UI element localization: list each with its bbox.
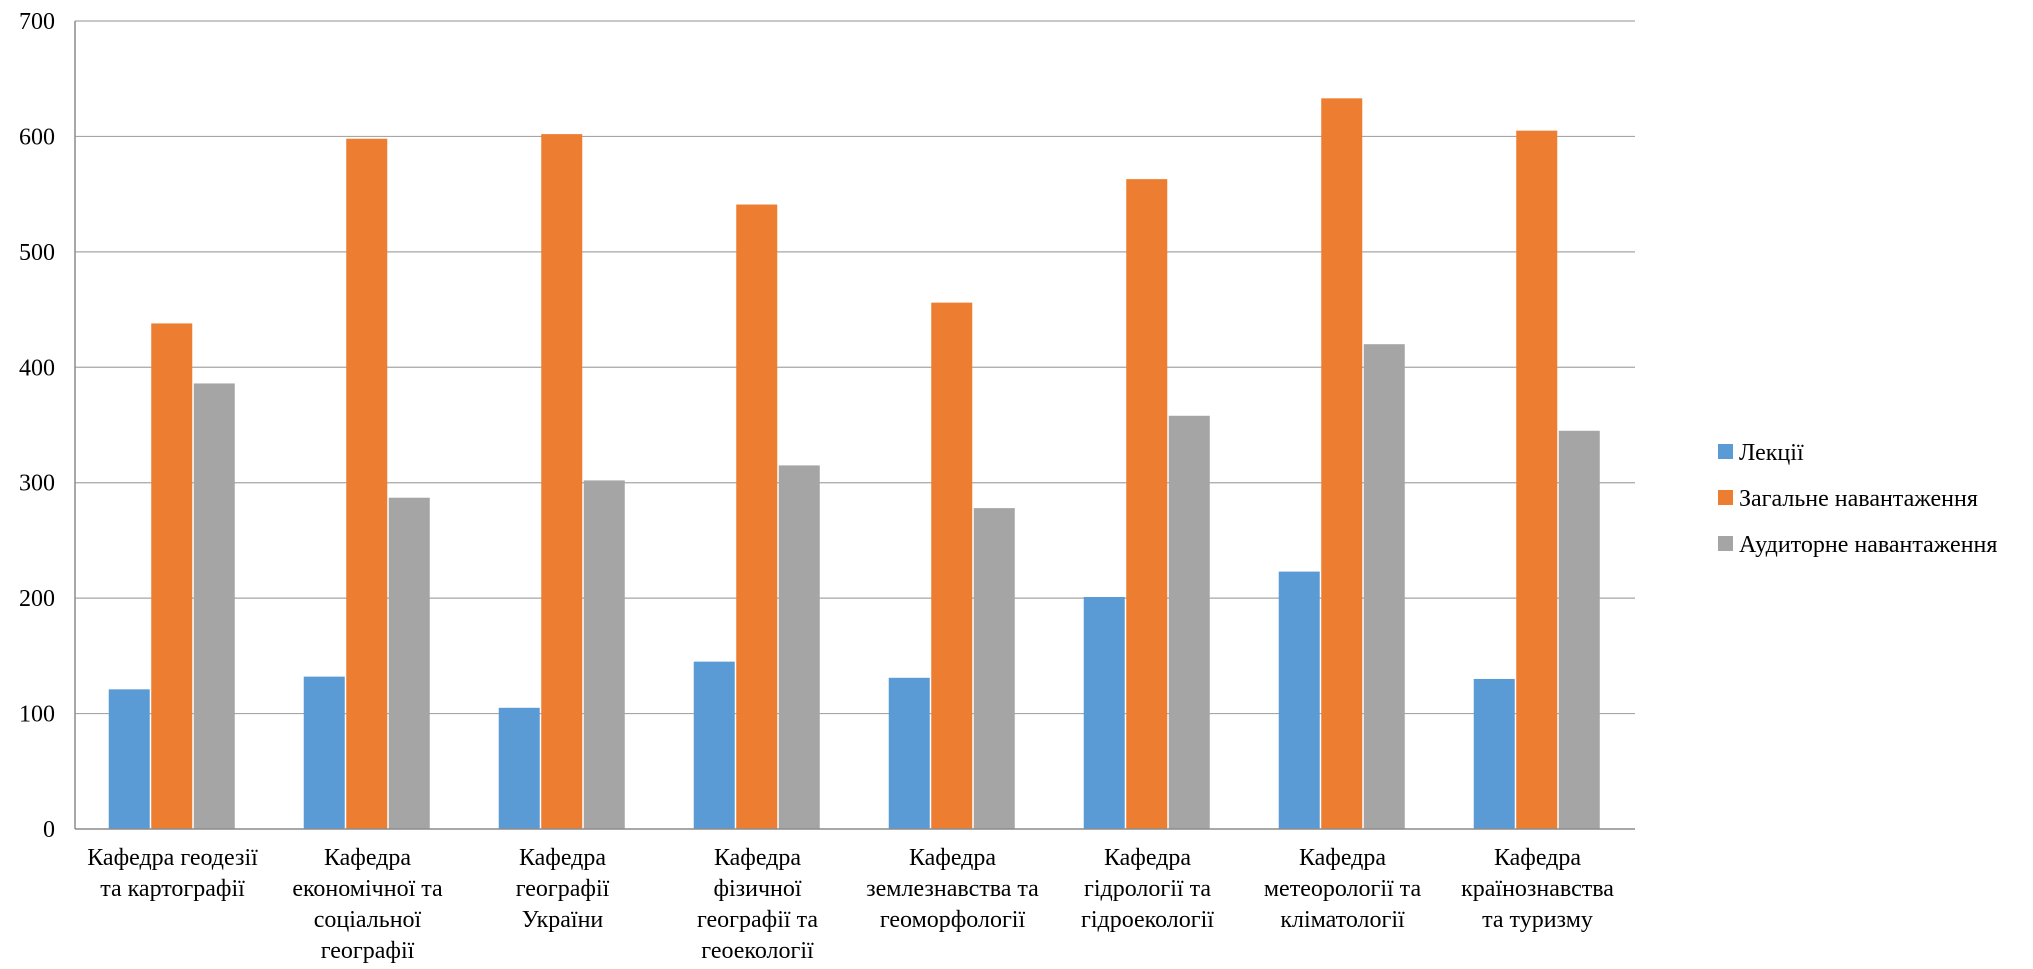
x-category-label-line: країнознавства bbox=[1461, 876, 1614, 902]
y-tick-label: 300 bbox=[19, 471, 55, 497]
bar-classroom-load-5 bbox=[1168, 415, 1210, 829]
x-category-label-line: соціальної bbox=[314, 907, 422, 933]
bar-total-load-5 bbox=[1126, 179, 1168, 829]
bar-total-load-7 bbox=[1516, 130, 1558, 829]
bar-classroom-load-0 bbox=[193, 383, 235, 829]
y-tick-label: 600 bbox=[19, 124, 55, 150]
x-category-label: Кафедра географії України bbox=[516, 845, 610, 933]
x-category-label-line: гідроекології bbox=[1081, 907, 1214, 933]
x-category-label-line: Кафедра геодезії bbox=[87, 845, 258, 871]
x-category-label-line: землезнавства та bbox=[866, 876, 1039, 902]
bar-classroom-load-6 bbox=[1363, 344, 1405, 829]
y-tick-label: 700 bbox=[19, 9, 55, 35]
x-category-label: Кафедра геодезії та картографії bbox=[87, 845, 258, 902]
bar-lectures-4 bbox=[888, 677, 930, 829]
x-axis-category-labels: Кафедра геодезії та картографії Кафедра еко… bbox=[87, 845, 1614, 964]
legend-label: Лекції bbox=[1739, 440, 1804, 466]
legend: Лекції Загальне навантаження Аудиторне нав… bbox=[1718, 440, 1997, 558]
x-category-label-line: Кафедра bbox=[1494, 845, 1581, 871]
x-category-label-line: геоекології bbox=[701, 938, 814, 964]
legend-label: Аудиторне навантаження bbox=[1739, 532, 1997, 558]
x-category-label-line: Кафедра bbox=[909, 845, 996, 871]
bar-lectures-1 bbox=[303, 676, 345, 829]
bar-classroom-load-3 bbox=[778, 465, 820, 829]
bar-classroom-load-2 bbox=[583, 480, 625, 829]
x-category-label-line: кліматології bbox=[1280, 907, 1405, 933]
x-category-label-line: фізичної bbox=[713, 876, 801, 902]
x-category-label-line: гідрології та bbox=[1084, 876, 1211, 902]
bar-classroom-load-4 bbox=[973, 508, 1015, 829]
bar-lectures-3 bbox=[693, 661, 735, 829]
x-category-label-line: Кафедра bbox=[714, 845, 801, 871]
x-category-label-line: та картографії bbox=[100, 876, 245, 902]
x-category-label-line: Кафедра bbox=[1104, 845, 1191, 871]
x-category-label-line: геоморфології bbox=[880, 907, 1026, 933]
bar-total-load-1 bbox=[346, 138, 388, 830]
bar-lectures-7 bbox=[1473, 678, 1515, 829]
bar-total-load-0 bbox=[151, 323, 193, 829]
y-tick-label: 500 bbox=[19, 240, 55, 266]
x-category-label-line: та туризму bbox=[1482, 907, 1593, 933]
bar-lectures-5 bbox=[1083, 596, 1125, 829]
x-category-label: Кафедра країнознавства та туризму bbox=[1461, 845, 1614, 933]
legend-swatch bbox=[1718, 536, 1733, 551]
x-category-label-line: географії bbox=[321, 938, 415, 964]
bar-total-load-2 bbox=[541, 134, 583, 829]
y-tick-label: 200 bbox=[19, 586, 55, 612]
x-category-label-line: Кафедра bbox=[1299, 845, 1386, 871]
legend-label: Загальне навантаження bbox=[1739, 486, 1978, 512]
x-category-label-line: України bbox=[522, 907, 604, 933]
x-category-label: Кафедра економічної та соціальної географії bbox=[292, 845, 443, 964]
bar-classroom-load-7 bbox=[1558, 430, 1600, 829]
x-category-label-line: економічної та bbox=[292, 876, 443, 902]
bar-lectures-2 bbox=[498, 707, 540, 829]
bar-total-load-6 bbox=[1321, 98, 1363, 829]
bar-lectures-6 bbox=[1278, 571, 1320, 829]
y-axis-tick-labels: 0 100 200 300 400 500 600 700 bbox=[19, 9, 55, 843]
bars bbox=[108, 98, 1600, 830]
bar-lectures-0 bbox=[108, 689, 150, 829]
x-category-label: Кафедра гідрології та гідроекології bbox=[1081, 845, 1214, 933]
y-tick-label: 400 bbox=[19, 355, 55, 381]
x-category-label-line: Кафедра bbox=[324, 845, 411, 871]
x-category-label-line: метеорології та bbox=[1264, 876, 1422, 902]
x-category-label-line: географії та bbox=[697, 907, 818, 933]
y-tick-label: 0 bbox=[43, 817, 55, 843]
legend-swatch bbox=[1718, 444, 1733, 459]
x-category-label: Кафедра метеорології та кліматології bbox=[1264, 845, 1422, 933]
legend-swatch bbox=[1718, 490, 1733, 505]
bar-total-load-3 bbox=[736, 204, 778, 829]
x-category-label: Кафедра землезнавства та геоморфології bbox=[866, 845, 1039, 933]
bar-total-load-4 bbox=[931, 302, 973, 829]
x-category-label-line: Кафедра bbox=[519, 845, 606, 871]
y-tick-label: 100 bbox=[19, 702, 55, 728]
bar-classroom-load-1 bbox=[388, 497, 430, 829]
axes bbox=[74, 21, 1635, 830]
x-category-label-line: географії bbox=[516, 876, 610, 902]
x-category-label: Кафедра фізичної географії та геоекології bbox=[697, 845, 818, 964]
gridlines bbox=[75, 20, 1635, 715]
